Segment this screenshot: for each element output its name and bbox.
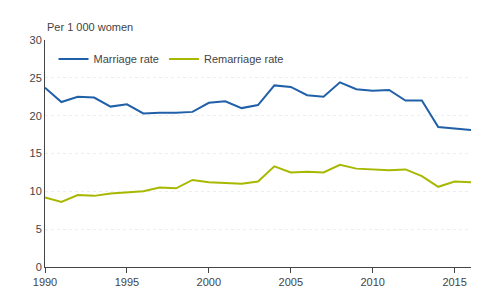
svg-text:1995: 1995 bbox=[115, 276, 139, 288]
svg-text:2005: 2005 bbox=[279, 276, 303, 288]
svg-text:25: 25 bbox=[30, 72, 42, 84]
svg-text:20: 20 bbox=[30, 110, 42, 122]
svg-text:Remarriage rate: Remarriage rate bbox=[204, 53, 283, 65]
svg-text:2010: 2010 bbox=[360, 276, 384, 288]
svg-text:2015: 2015 bbox=[442, 276, 466, 288]
svg-text:2000: 2000 bbox=[197, 276, 221, 288]
svg-text:1990: 1990 bbox=[33, 276, 57, 288]
svg-text:5: 5 bbox=[36, 223, 42, 235]
svg-text:Per 1 000 women: Per 1 000 women bbox=[47, 21, 133, 33]
svg-text:30: 30 bbox=[30, 34, 42, 46]
svg-text:10: 10 bbox=[30, 185, 42, 197]
svg-text:Marriage rate: Marriage rate bbox=[94, 53, 159, 65]
svg-text:15: 15 bbox=[30, 147, 42, 159]
svg-text:0: 0 bbox=[36, 261, 42, 273]
